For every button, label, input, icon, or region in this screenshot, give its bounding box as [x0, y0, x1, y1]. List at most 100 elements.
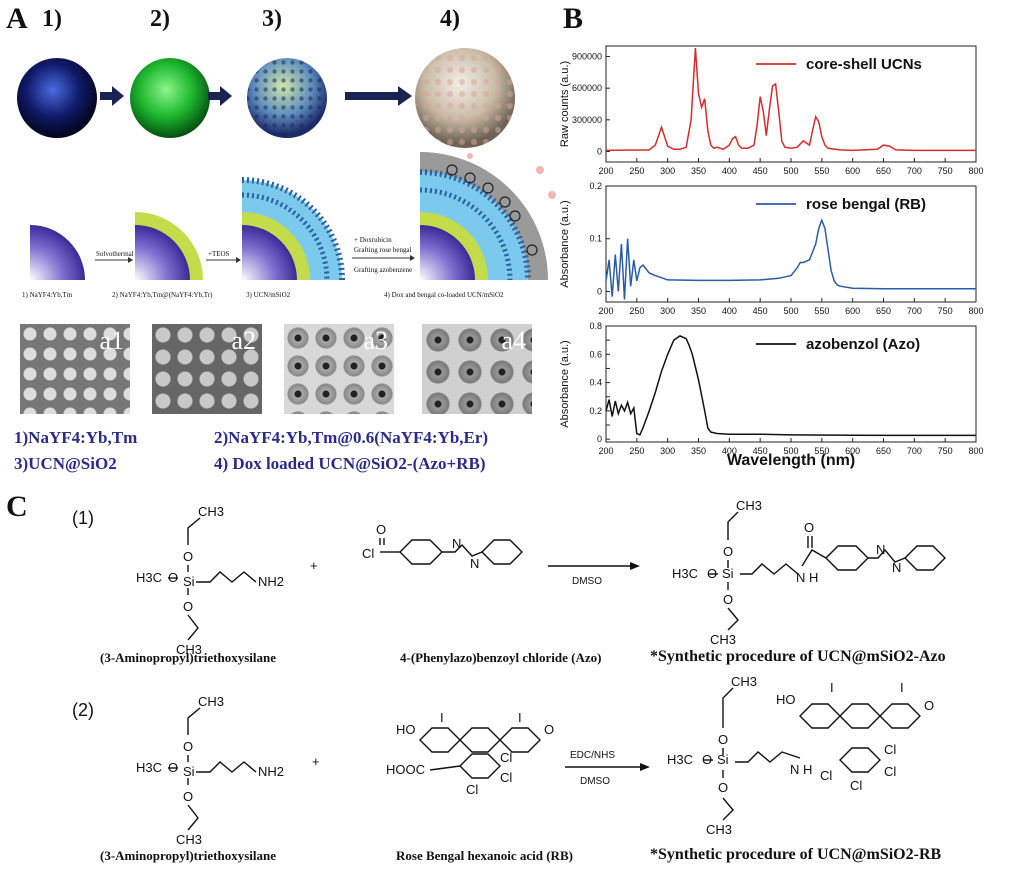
condition-edc: EDC/NHS: [570, 750, 615, 761]
atom-o: O: [544, 722, 554, 737]
x-tick-label: 350: [691, 306, 706, 316]
panel-a-letter: A: [6, 2, 28, 35]
atom-nh2: NH2: [258, 574, 284, 589]
arrow2-label: +TEOS: [208, 250, 230, 258]
y-tick-label: 0.6: [589, 349, 602, 359]
atom-nh: N H: [790, 762, 812, 777]
reagent2-name-r2: Rose Bengal hexanoic acid (RB): [396, 848, 573, 863]
caption-2: 2) NaYF4:Yb,Tm@(NaYF4:Yb,Tr): [112, 291, 213, 299]
reaction-2-number: (2): [72, 700, 94, 720]
atom-ch3: CH3: [176, 832, 202, 847]
y-axis-label: Raw counts (a.u.): [559, 61, 571, 147]
y-tick-label: 0.1: [589, 234, 602, 244]
x-tick-label: 550: [814, 446, 829, 456]
atom-ch3: CH3: [706, 822, 732, 837]
atom-ho: HO: [396, 722, 416, 737]
atom-nh2: NH2: [258, 764, 284, 779]
atom-cl: Cl: [500, 770, 512, 785]
x-tick-label: 750: [938, 166, 953, 176]
x-tick-label: 750: [938, 306, 953, 316]
x-tick-label: 400: [722, 306, 737, 316]
x-tick-label: 600: [845, 446, 860, 456]
atom-o: O: [702, 752, 712, 767]
y-tick-label: 0.2: [589, 181, 602, 191]
y-axis-label: Absorbance (a.u.): [559, 340, 571, 427]
arrow-icon: [100, 86, 124, 106]
tem-image-a4: a4: [422, 324, 532, 414]
y-tick-label: 0: [597, 434, 602, 444]
atom-h3c: H3C: [667, 752, 693, 767]
chemistry-schemes: CH3 O H3C O Si O NH2 CH3 + Cl O N N DMSO…: [136, 498, 946, 847]
atom-nh: N H: [796, 570, 818, 585]
x-tick-label: 650: [876, 166, 891, 176]
spectra-chart: 200 250 300 350 400 450 500 550 600 650 700 750 800 0…: [559, 45, 984, 469]
x-tick-label: 550: [814, 306, 829, 316]
reagent1-name-r1: (3-Aminopropyl)triethoxysilane: [100, 650, 276, 665]
tem-image-a3: a3: [284, 324, 394, 414]
series-line: [605, 218, 976, 300]
x-tick-label: 500: [783, 446, 798, 456]
atom-h3c: H3C: [136, 570, 162, 585]
x-tick-label: 800: [968, 446, 983, 456]
plus-sign: +: [312, 754, 320, 769]
atom-ch3: CH3: [736, 498, 762, 513]
atom-o: O: [804, 520, 814, 535]
x-tick-label: 600: [845, 166, 860, 176]
atom-o: O: [183, 549, 193, 564]
step-2-label: 2): [150, 6, 170, 32]
tem-image-a2: a2: [152, 324, 262, 414]
tem-label: a4: [501, 326, 526, 355]
atom-h3c: H3C: [672, 566, 698, 581]
x-tick-label: 250: [629, 306, 644, 316]
series-line: [605, 335, 976, 437]
y-tick-label: 0: [597, 146, 602, 156]
plus-sign: +: [310, 558, 318, 573]
sphere-1: [17, 58, 97, 138]
arrow3-label-3: Grafting azobenzene: [354, 266, 413, 274]
tem-label: a1: [99, 326, 124, 355]
x-tick-label: 250: [629, 446, 644, 456]
condition-dmso-2: DMSO: [580, 776, 610, 787]
atom-n: N: [892, 560, 901, 575]
legend-line-4: 4) Dox loaded UCN@SiO2-(Azo+RB): [214, 454, 486, 473]
x-tick-label: 600: [845, 306, 860, 316]
y-tick-label: 0.8: [589, 321, 602, 331]
legend-label: rose bengal (RB): [806, 196, 926, 213]
atom-i: I: [440, 710, 444, 725]
panel-b-letter: B: [563, 2, 584, 35]
atom-o: O: [183, 599, 193, 614]
x-tick-label: 350: [691, 446, 706, 456]
x-tick-label: 450: [753, 166, 768, 176]
legend-line-3: 3)UCN@SiO2: [14, 454, 117, 473]
atom-o: O: [718, 780, 728, 795]
condition-dmso-1: DMSO: [572, 576, 602, 587]
atom-cl: Cl: [500, 750, 512, 765]
y-axis-label: Absorbance (a.u.): [559, 200, 571, 287]
x-tick-label: 800: [968, 306, 983, 316]
tem-label: a2: [231, 326, 256, 355]
arrow3-label-2: Grafting rose bengal: [354, 246, 412, 254]
atom-ho: HO: [776, 692, 796, 707]
x-tick-label: 200: [598, 446, 613, 456]
atom-o: O: [723, 544, 733, 559]
series-line: [605, 48, 976, 152]
atom-o: O: [707, 566, 717, 581]
atom-ch3: CH3: [198, 504, 224, 519]
tem-label: a3: [363, 326, 388, 355]
legend-line-1: 1)NaYF4:Yb,Tm: [14, 428, 138, 447]
reagent1-name-r2: (3-Aminopropyl)triethoxysilane: [100, 848, 276, 863]
tem-image-a1: a1: [20, 324, 130, 414]
y-tick-label: 900000: [572, 52, 602, 62]
caption-3: 3) UCN/mSiO2: [246, 291, 291, 299]
atom-i: I: [900, 680, 904, 695]
step-3-label: 3): [262, 6, 282, 32]
y-tick-label: 300000: [572, 115, 602, 125]
y-tick-label: 0: [597, 286, 602, 296]
x-tick-label: 200: [598, 306, 613, 316]
atom-cl: Cl: [850, 778, 862, 793]
caption-4: 4) Dox and bengal co-loaded UCN/mSiO2: [384, 291, 504, 299]
atom-o: O: [168, 760, 178, 775]
x-tick-label: 450: [753, 446, 768, 456]
atom-o: O: [168, 570, 178, 585]
legend-line-2: 2)NaYF4:Yb,Tm@0.6(NaYF4:Yb,Er): [214, 428, 489, 447]
